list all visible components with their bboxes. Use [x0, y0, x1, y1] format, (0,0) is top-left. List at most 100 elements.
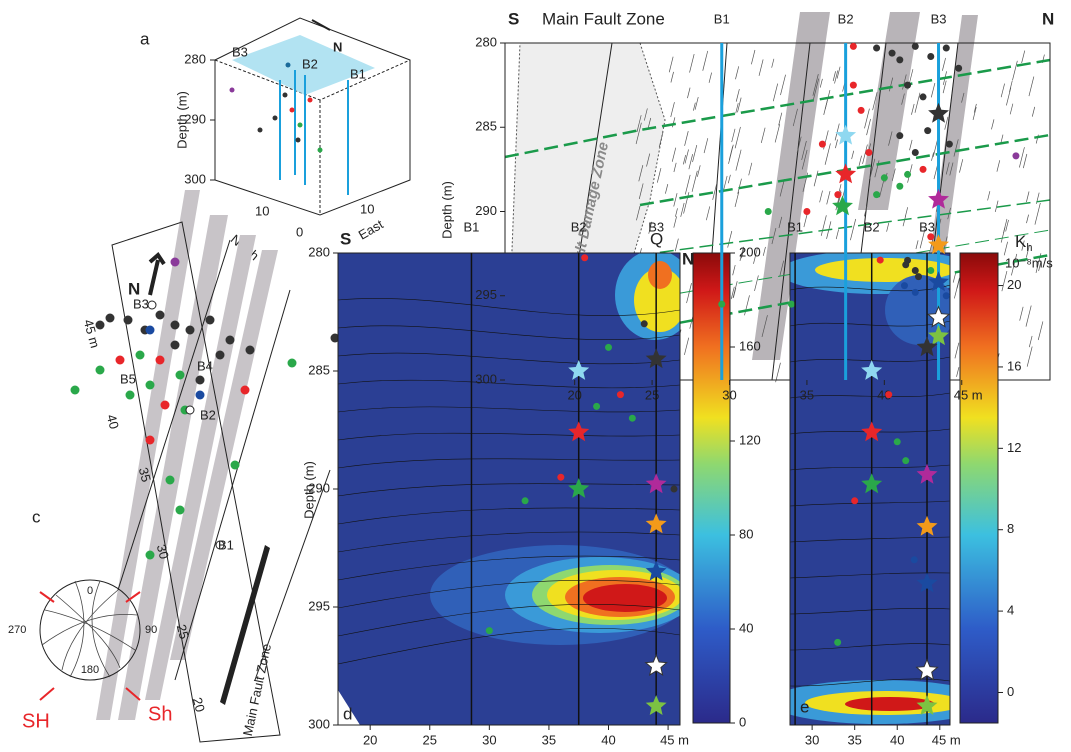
- event: [896, 182, 904, 190]
- contour-line: [338, 406, 680, 413]
- y-axis-label: Depth (m): [301, 461, 316, 519]
- fracture: [751, 49, 756, 65]
- colorbar-tick-label: 12: [1007, 440, 1021, 455]
- fracture: [819, 190, 823, 203]
- event: [170, 257, 180, 267]
- event: [640, 320, 648, 328]
- event: [125, 390, 135, 400]
- fracture: [684, 174, 691, 195]
- colorbar-symbol: K: [1015, 232, 1027, 251]
- event: [289, 107, 295, 113]
- fracture: [801, 149, 808, 170]
- panel-label: a: [140, 29, 150, 48]
- panel-label: e: [800, 697, 809, 716]
- event: [834, 191, 842, 199]
- event: [160, 400, 170, 410]
- event: [245, 345, 255, 355]
- trace: [69, 580, 85, 678]
- borehole-label: B1: [787, 219, 803, 234]
- contour-line: [790, 392, 950, 399]
- event-star: [916, 695, 938, 715]
- y-tick-label: 280: [184, 51, 206, 66]
- event: [282, 92, 288, 98]
- event: [955, 64, 963, 72]
- colorbar-unit: 10⁻⁸m/s: [1005, 255, 1053, 270]
- event: [851, 497, 859, 505]
- fracture: [973, 103, 977, 113]
- fracture: [1005, 219, 1009, 232]
- event: [195, 375, 205, 385]
- y-tick-label: 300: [184, 171, 206, 186]
- event: [521, 497, 529, 505]
- y-tick-label: 295: [475, 287, 497, 302]
- fracture: [956, 367, 960, 377]
- fracture: [735, 66, 740, 80]
- fracture: [775, 362, 781, 383]
- fracture: [753, 248, 758, 264]
- fracture: [779, 260, 785, 277]
- colorbar-label: Kh: [1015, 232, 1032, 253]
- y-tick-label: 290: [475, 203, 497, 218]
- shear-band: [752, 12, 830, 360]
- panel-label: d: [343, 704, 352, 723]
- event: [873, 44, 881, 52]
- fracture: [823, 100, 828, 115]
- axis-tick-label: 10: [255, 203, 269, 218]
- fracture: [835, 229, 839, 240]
- x-tick-label: 35: [800, 387, 814, 402]
- event-star: [645, 348, 667, 369]
- distance-label: 25: [174, 623, 192, 641]
- fracture: [902, 215, 907, 227]
- fracture: [905, 207, 909, 217]
- fracture: [1026, 191, 1030, 203]
- fracture: [819, 78, 823, 88]
- event: [616, 391, 624, 399]
- event: [942, 292, 950, 300]
- fracture: [671, 147, 677, 162]
- x-tick-label: 25: [645, 387, 659, 402]
- stress-label: SH: [22, 710, 50, 732]
- borehole-label: B2: [302, 56, 318, 71]
- axis-tick-label: 10: [360, 201, 374, 216]
- fracture: [762, 246, 766, 256]
- fracture: [771, 227, 777, 245]
- fracture: [702, 50, 709, 71]
- event: [911, 288, 919, 296]
- fracture: [792, 108, 798, 127]
- fault-line: [254, 469, 331, 681]
- stereonet-tick: 180: [81, 664, 99, 676]
- fracture: [902, 74, 907, 90]
- contour-line: [790, 464, 950, 471]
- contour-line: [338, 298, 680, 316]
- panel-d-field: [338, 253, 680, 725]
- fracture: [737, 97, 742, 113]
- event: [927, 233, 935, 241]
- colorbar-tick-label: 160: [739, 338, 761, 353]
- x-tick-label: 30: [722, 387, 736, 402]
- fracture: [1006, 87, 1012, 106]
- event-star: [568, 421, 590, 442]
- fracture: [834, 123, 840, 141]
- fracture: [772, 83, 779, 102]
- fracture: [737, 178, 742, 194]
- borehole-label: B1: [350, 66, 366, 81]
- fracture: [774, 124, 781, 143]
- fracture: [748, 162, 753, 176]
- borehole-marker: [215, 540, 225, 550]
- event-star: [861, 473, 883, 494]
- event: [185, 325, 195, 335]
- fracture: [684, 131, 689, 146]
- borehole-label: B3: [648, 219, 664, 234]
- fracture: [915, 240, 919, 250]
- event: [155, 310, 165, 320]
- fracture: [648, 221, 653, 234]
- fracture: [734, 126, 741, 149]
- fracture: [1028, 76, 1035, 97]
- trace: [41, 614, 138, 646]
- event: [670, 485, 678, 493]
- trace: [61, 589, 119, 671]
- distance-label: 20: [190, 696, 208, 714]
- fracture: [987, 191, 991, 201]
- fracture: [952, 271, 957, 283]
